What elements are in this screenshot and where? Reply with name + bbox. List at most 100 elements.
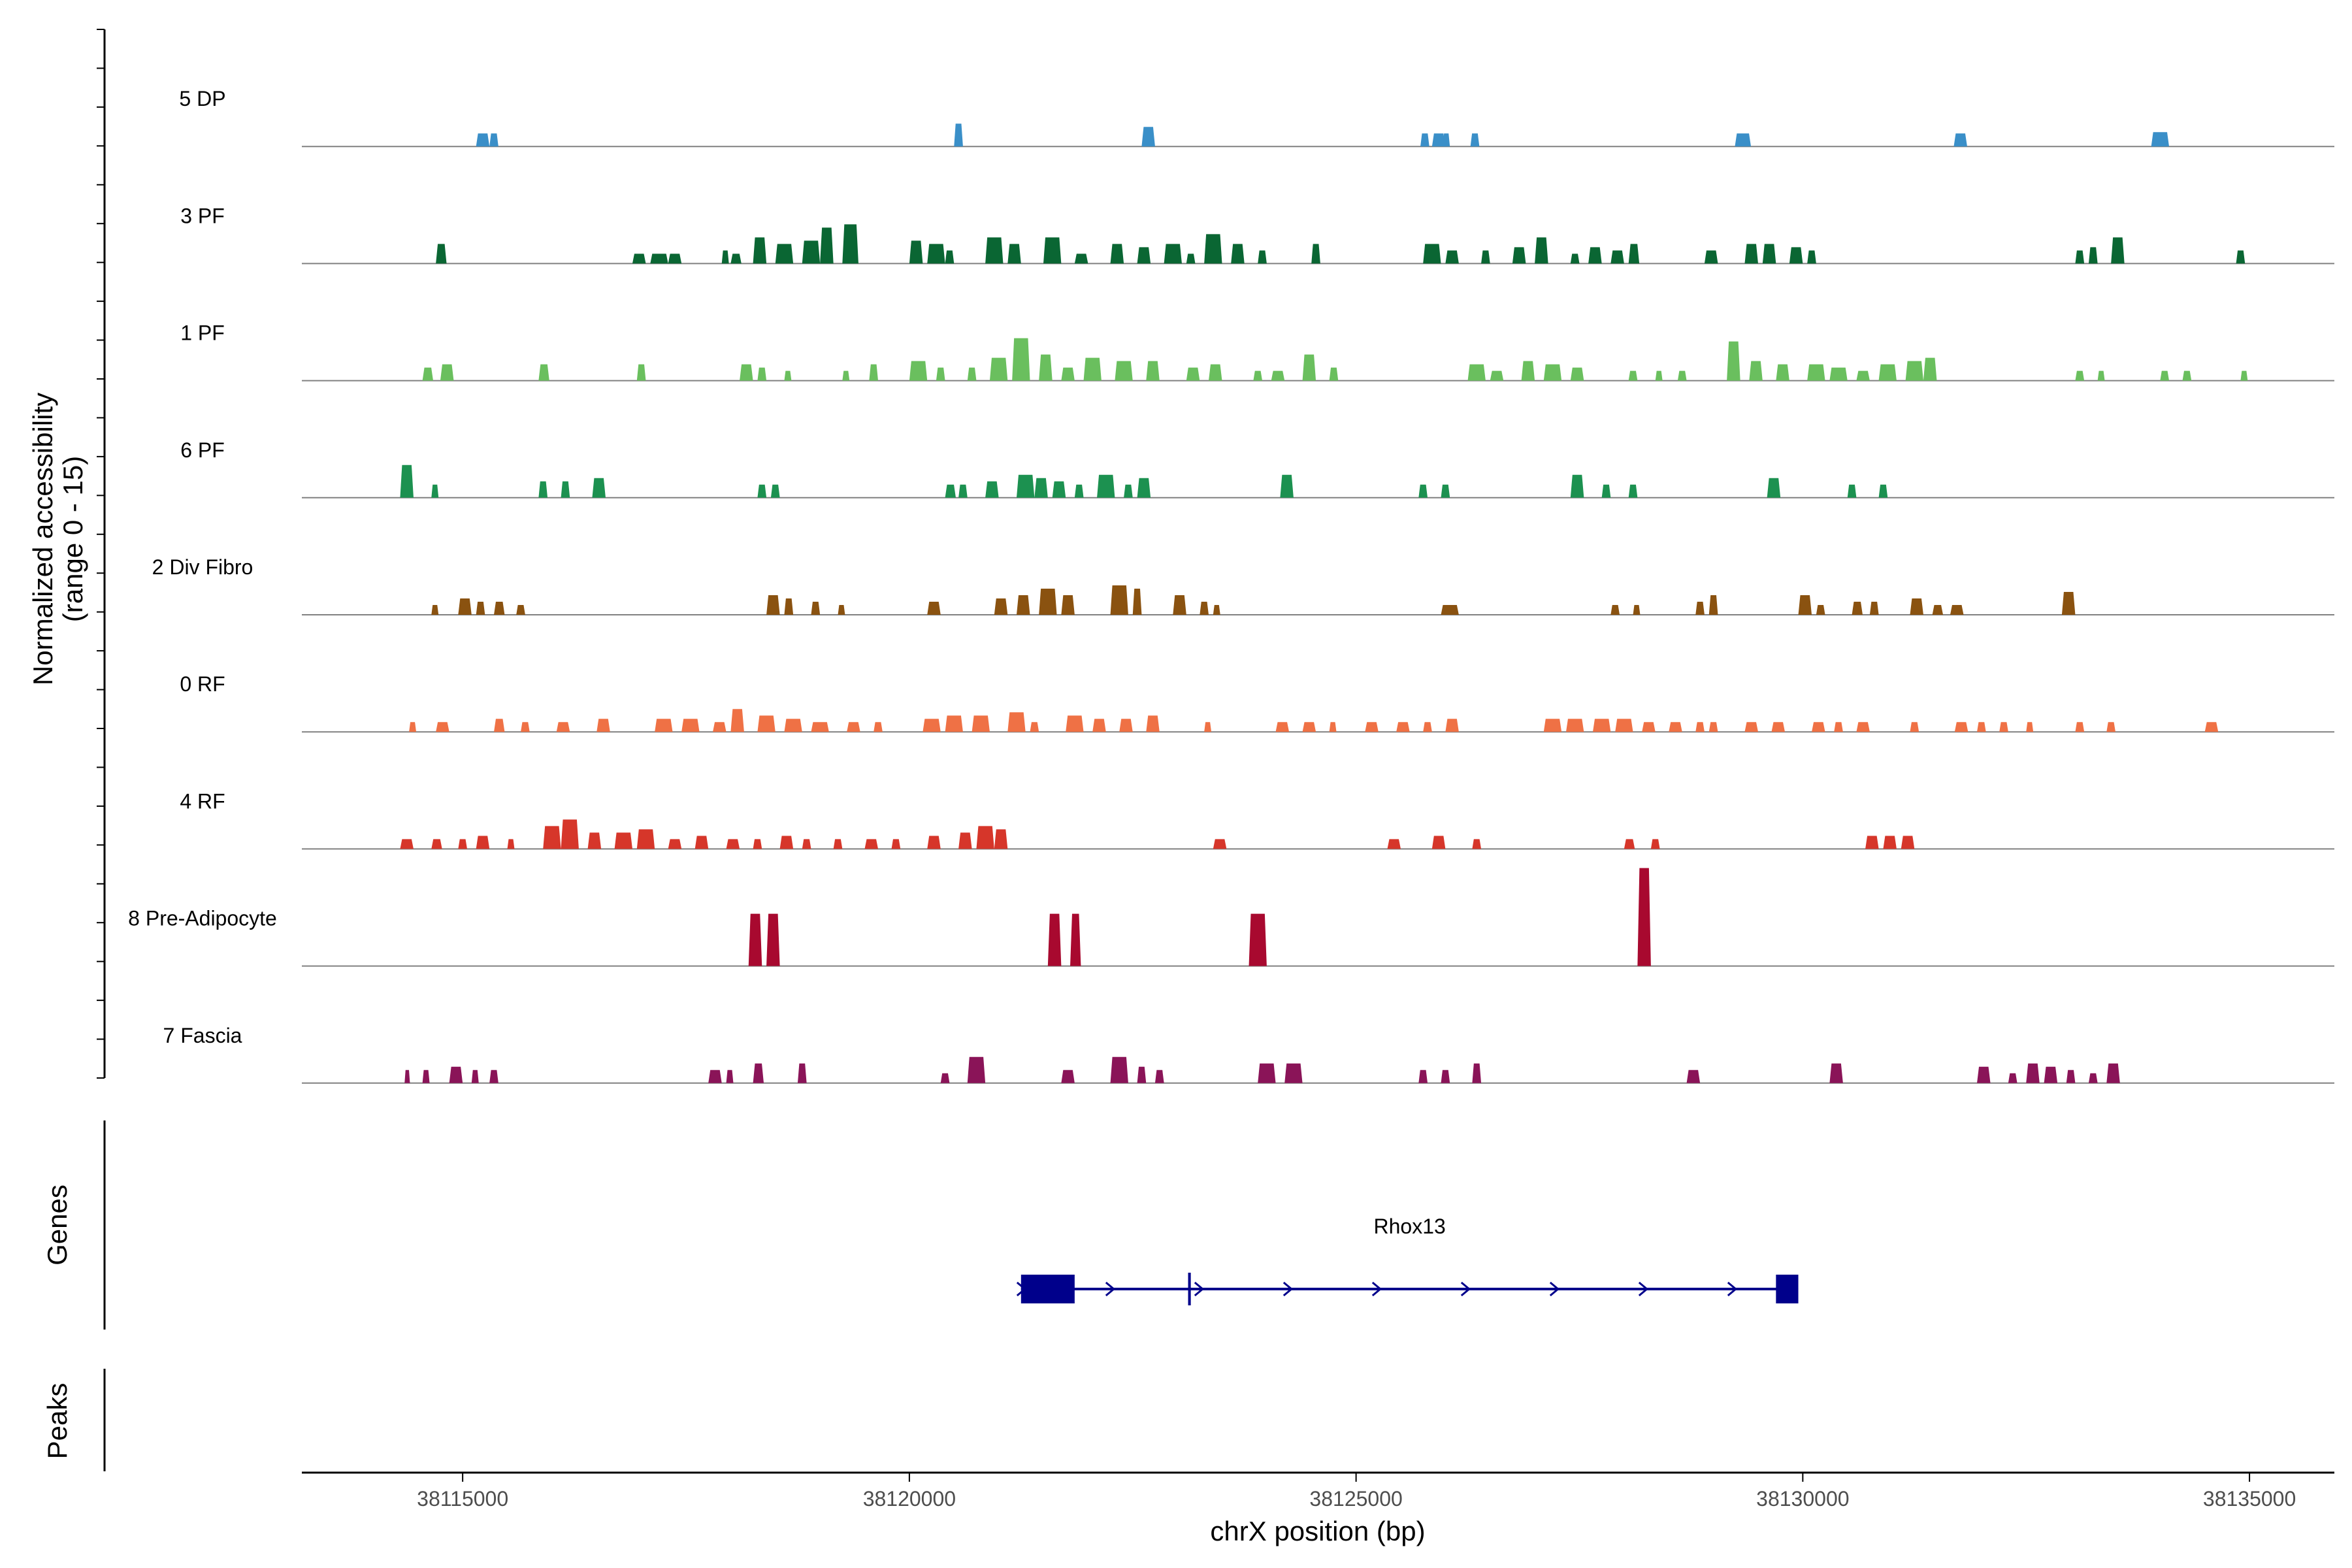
coverage-peak bbox=[1650, 839, 1660, 849]
strand-arrow bbox=[1727, 1281, 1738, 1297]
coverage-peak bbox=[1034, 478, 1048, 498]
coverage-peak bbox=[1856, 722, 1870, 732]
coverage-peak bbox=[1137, 247, 1151, 264]
coverage-peak bbox=[784, 598, 794, 615]
coverage-peak bbox=[766, 595, 780, 615]
coverage-peak bbox=[650, 253, 668, 264]
coverage-peak bbox=[436, 244, 447, 264]
coverage-peak bbox=[842, 370, 850, 381]
coverage-peak bbox=[1686, 1070, 1701, 1083]
coverage-peak bbox=[1789, 247, 1803, 264]
coverage-peak bbox=[489, 133, 498, 147]
coverage-track: 8 Pre-Adipocyte bbox=[128, 868, 2334, 967]
coverage-peak bbox=[1365, 722, 1379, 732]
coverage-track: 2 Div Fibro bbox=[152, 555, 2334, 615]
coverage-peak bbox=[1923, 357, 1937, 381]
coverage-peak bbox=[1543, 364, 1562, 381]
coverage-peak bbox=[784, 719, 802, 732]
coverage-peak bbox=[713, 722, 727, 732]
coverage-peak bbox=[587, 832, 602, 849]
coverage-peak bbox=[1039, 589, 1057, 615]
coverage-peak bbox=[1708, 595, 1718, 615]
coverage-peak bbox=[1007, 244, 1021, 264]
coverage-peak bbox=[2088, 1073, 2098, 1083]
coverage-peak bbox=[954, 123, 963, 147]
coverage-peak bbox=[476, 602, 485, 615]
coverage-peak bbox=[753, 839, 762, 849]
coverage-peak bbox=[802, 839, 811, 849]
coverage-peak bbox=[1110, 585, 1128, 615]
coverage-peak bbox=[668, 253, 682, 264]
coverage-peak bbox=[1061, 595, 1075, 615]
coverage-peak bbox=[1423, 244, 1441, 264]
coverage-peak bbox=[409, 722, 417, 732]
coverage-peak bbox=[1829, 1063, 1843, 1083]
coverage-peak bbox=[730, 253, 742, 264]
coverage-peak bbox=[811, 722, 829, 732]
strand-arrow bbox=[1460, 1281, 1471, 1297]
coverage-peak bbox=[1744, 244, 1758, 264]
coverage-peak bbox=[436, 722, 449, 732]
coverage-peak bbox=[1039, 354, 1053, 381]
coverage-peak bbox=[1695, 602, 1705, 615]
coverage-peak bbox=[864, 839, 879, 849]
coverage-peak bbox=[1615, 719, 1633, 732]
coverage-peak bbox=[797, 1063, 807, 1083]
coverage-peak bbox=[1431, 836, 1446, 849]
coverage-peak bbox=[422, 367, 434, 381]
coverage-peak bbox=[1208, 364, 1222, 381]
coverage-peak bbox=[1302, 722, 1316, 732]
coverage-peak bbox=[784, 370, 792, 381]
track-label: 0 RF bbox=[180, 672, 225, 696]
genes-panel-label: Genes bbox=[42, 1184, 73, 1266]
coverage-peak bbox=[891, 839, 901, 849]
coverage-peak bbox=[1423, 722, 1432, 732]
coverage-peak bbox=[556, 722, 570, 732]
coverage-peak bbox=[1905, 361, 1923, 381]
coverage-peak bbox=[1521, 361, 1535, 381]
coverage-peak bbox=[1883, 836, 1897, 849]
coverage-peak bbox=[1771, 722, 1786, 732]
coverage-peak bbox=[1007, 712, 1026, 732]
coverage-peak bbox=[1472, 839, 1482, 849]
coverage-peak bbox=[1708, 722, 1718, 732]
coverage-peak bbox=[476, 133, 490, 147]
coverage-peak bbox=[2160, 370, 2170, 381]
coverage-peak bbox=[1472, 1063, 1482, 1083]
coverage-peak bbox=[989, 357, 1008, 381]
coverage-track: 0 RF bbox=[180, 672, 2334, 733]
coverage-peak bbox=[2075, 370, 2085, 381]
coverage-peak bbox=[2044, 1066, 2058, 1083]
coverage-peak bbox=[1047, 913, 1062, 966]
coverage-peak bbox=[507, 839, 515, 849]
coverage-peak bbox=[936, 367, 945, 381]
coverage-peak bbox=[1669, 722, 1682, 732]
coverage-peak bbox=[2097, 370, 2105, 381]
coverage-peak bbox=[471, 1070, 479, 1083]
coverage-peak bbox=[1816, 605, 1825, 615]
coverage-peak bbox=[1445, 719, 1459, 732]
coverage-peak bbox=[494, 719, 505, 732]
coverage-peak bbox=[1744, 722, 1758, 732]
coverage-peak bbox=[431, 484, 439, 498]
coverage-peak bbox=[708, 1070, 722, 1083]
coverage-peak bbox=[842, 224, 858, 264]
strand-arrow bbox=[1282, 1281, 1294, 1297]
coverage-peak bbox=[538, 481, 548, 498]
x-axis-tick-label: 38125000 bbox=[1309, 1487, 1402, 1511]
coverage-peak bbox=[1812, 722, 1825, 732]
coverage-peak bbox=[1137, 1066, 1147, 1083]
coverage-peak bbox=[1628, 484, 1638, 498]
coverage-peak bbox=[636, 364, 646, 381]
coverage-peak bbox=[681, 719, 700, 732]
coverage-peak bbox=[1083, 357, 1102, 381]
coverage-peak bbox=[1481, 250, 1490, 264]
coverage-peak bbox=[1624, 839, 1635, 849]
coverage-track: 7 Fascia bbox=[163, 1024, 2334, 1084]
track-label: 5 DP bbox=[179, 87, 225, 110]
coverage-peak bbox=[1977, 1066, 1991, 1083]
coverage-peak bbox=[1213, 605, 1220, 615]
coverage-peak bbox=[1164, 244, 1182, 264]
coverage-peak bbox=[1512, 247, 1526, 264]
x-axis-tick-label: 38120000 bbox=[863, 1487, 956, 1511]
